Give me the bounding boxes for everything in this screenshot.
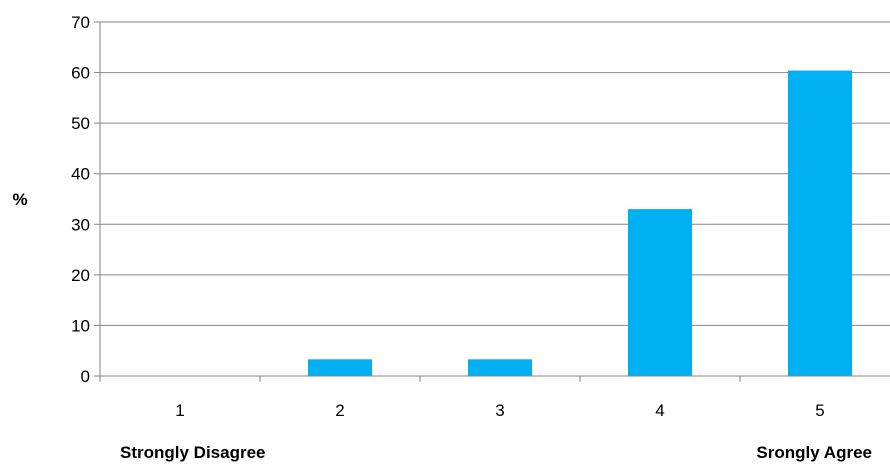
x-tick-label: 3 — [495, 401, 504, 420]
x-tick-labels: 1 2 3 4 5 — [175, 401, 824, 420]
y-tick-label: 60 — [71, 64, 90, 83]
y-tick-labels: 0 10 20 30 40 50 60 70 — [71, 13, 90, 386]
y-tick-label: 0 — [81, 367, 90, 386]
bar-4 — [628, 209, 692, 376]
y-tick-label: 70 — [71, 13, 90, 32]
x-tick-label: 2 — [335, 401, 344, 420]
x-tick-label: 4 — [655, 401, 664, 420]
x-tick-label: 5 — [815, 401, 824, 420]
bars — [308, 70, 852, 376]
bar-3 — [468, 359, 532, 376]
y-tick-label: 50 — [71, 114, 90, 133]
y-tick-label: 20 — [71, 266, 90, 285]
y-tick-label: 40 — [71, 165, 90, 184]
y-axis-label: % — [12, 190, 27, 209]
bar-2 — [308, 359, 372, 376]
scale-low-label: Strongly Disagree — [120, 443, 266, 462]
y-tick-label: 30 — [71, 215, 90, 234]
x-tick-label: 1 — [175, 401, 184, 420]
scale-high-label: Srongly Agree — [756, 443, 872, 462]
bar-5 — [788, 70, 852, 376]
axes — [94, 21, 890, 382]
gridlines — [100, 21, 890, 326]
y-tick-label: 10 — [71, 316, 90, 335]
